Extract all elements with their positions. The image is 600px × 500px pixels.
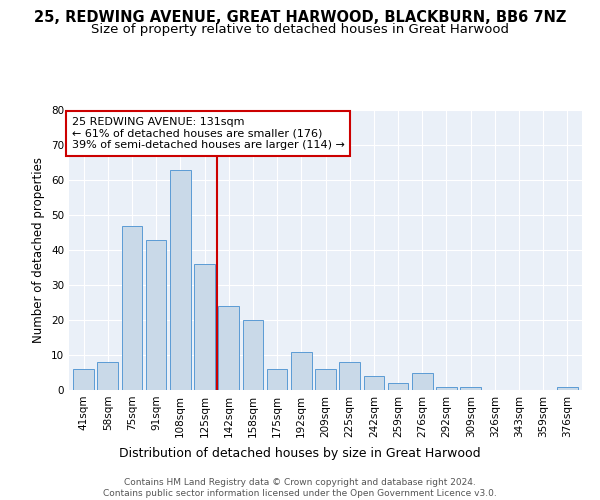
Bar — [97, 362, 118, 390]
Bar — [388, 383, 409, 390]
Text: 25, REDWING AVENUE, GREAT HARWOOD, BLACKBURN, BB6 7NZ: 25, REDWING AVENUE, GREAT HARWOOD, BLACK… — [34, 10, 566, 25]
Text: Distribution of detached houses by size in Great Harwood: Distribution of detached houses by size … — [119, 448, 481, 460]
Bar — [242, 320, 263, 390]
Text: 25 REDWING AVENUE: 131sqm
← 61% of detached houses are smaller (176)
39% of semi: 25 REDWING AVENUE: 131sqm ← 61% of detac… — [71, 117, 344, 150]
Bar — [73, 369, 94, 390]
Bar — [170, 170, 191, 390]
Bar — [364, 376, 384, 390]
Bar — [315, 369, 336, 390]
Text: Contains HM Land Registry data © Crown copyright and database right 2024.
Contai: Contains HM Land Registry data © Crown c… — [103, 478, 497, 498]
Bar — [194, 264, 215, 390]
Bar — [340, 362, 360, 390]
Bar — [412, 372, 433, 390]
Bar — [436, 386, 457, 390]
Bar — [460, 386, 481, 390]
Bar — [267, 369, 287, 390]
Text: Size of property relative to detached houses in Great Harwood: Size of property relative to detached ho… — [91, 22, 509, 36]
Bar — [146, 240, 166, 390]
Bar — [218, 306, 239, 390]
Bar — [122, 226, 142, 390]
Bar — [557, 386, 578, 390]
Y-axis label: Number of detached properties: Number of detached properties — [32, 157, 46, 343]
Bar — [291, 352, 311, 390]
